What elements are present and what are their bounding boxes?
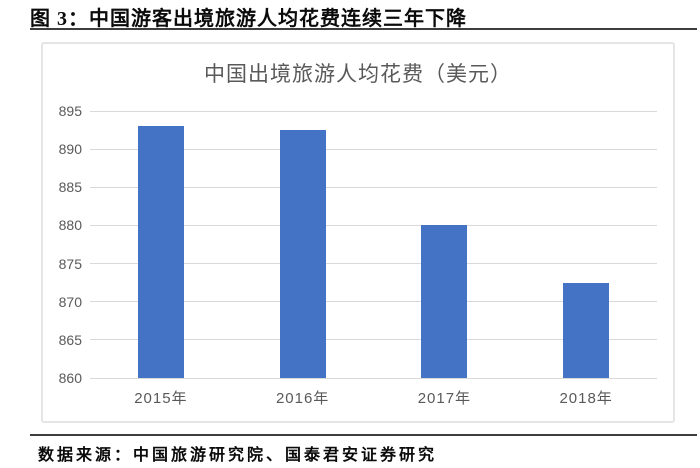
gridline-865 xyxy=(90,339,657,341)
x-tick-label-2015: 2015年 xyxy=(134,390,188,407)
gridline-860 xyxy=(90,377,657,379)
y-tick-label-885: 885 xyxy=(58,179,82,196)
header-rule xyxy=(30,28,697,30)
gridline-885 xyxy=(90,186,657,188)
y-tick-label-875: 875 xyxy=(58,255,82,272)
y-tick-label-860: 860 xyxy=(58,370,82,386)
y-tick-label-880: 880 xyxy=(58,217,82,234)
x-tick-label-2017: 2017年 xyxy=(417,390,472,407)
y-tick-label-865: 865 xyxy=(58,331,82,348)
footer-rule xyxy=(30,434,697,436)
bar-2016 xyxy=(279,130,326,378)
bar-2015 xyxy=(137,126,184,378)
chart-title: 中国出境旅游人均花费（美元） xyxy=(204,63,512,86)
gridline-880 xyxy=(90,224,657,226)
y-tick-label-870: 870 xyxy=(58,293,82,310)
data-source: 数据来源：中国旅游研究院、国泰君安证券研究 xyxy=(38,447,438,464)
chart-container: 中国出境旅游人均花费（美元） 860 865 870 875 880 885 890 895 2… xyxy=(41,42,675,423)
y-tick-label-890: 890 xyxy=(58,141,82,158)
gridline-895 xyxy=(90,110,657,112)
gridline-870 xyxy=(90,301,657,303)
bar-2017 xyxy=(421,225,468,378)
gridline-890 xyxy=(90,148,657,150)
gridline-875 xyxy=(90,263,657,265)
figure-title: 图 3：中国游客出境旅游人均花费连续三年下降 xyxy=(30,8,467,30)
x-tick-label-2018: 2018年 xyxy=(559,390,613,407)
x-tick-label-2016: 2016年 xyxy=(275,390,330,407)
plot-area: 860 865 870 875 880 885 890 895 2015年 2016年 2017年 2… xyxy=(59,103,657,407)
bar-2018 xyxy=(563,282,610,378)
y-tick-label-895: 895 xyxy=(58,103,82,119)
